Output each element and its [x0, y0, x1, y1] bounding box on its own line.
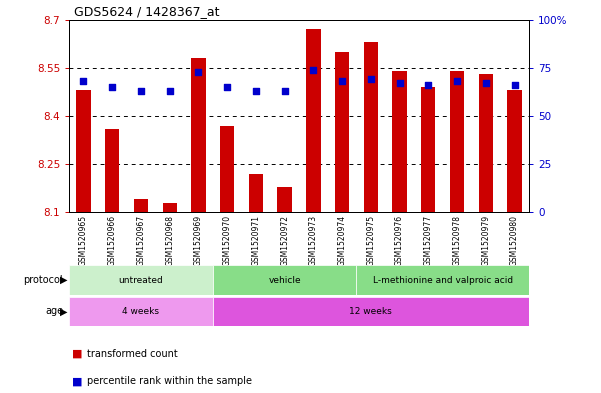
Bar	[69, 297, 213, 326]
Point	[222, 84, 232, 90]
Point	[366, 76, 376, 83]
Text: transformed count: transformed count	[87, 349, 178, 359]
Text: L-methionine and valproic acid: L-methionine and valproic acid	[373, 275, 513, 285]
Point	[79, 78, 88, 84]
Text: 4 weeks: 4 weeks	[123, 307, 159, 316]
Bar	[220, 126, 234, 212]
Bar	[364, 42, 378, 212]
Bar	[278, 187, 292, 212]
Text: GSM1520979: GSM1520979	[481, 215, 490, 266]
Text: untreated: untreated	[118, 275, 163, 285]
Text: age: age	[45, 307, 63, 316]
Text: 12 weeks: 12 weeks	[349, 307, 392, 316]
Text: GSM1520974: GSM1520974	[338, 215, 347, 266]
Text: vehicle: vehicle	[268, 275, 301, 285]
Bar	[213, 297, 529, 326]
Text: GSM1520972: GSM1520972	[280, 215, 289, 266]
Bar	[69, 265, 213, 295]
Text: ▶: ▶	[61, 307, 68, 316]
Bar	[162, 202, 177, 212]
Text: GSM1520968: GSM1520968	[165, 215, 174, 266]
Point	[194, 68, 203, 75]
Bar	[105, 129, 120, 212]
Text: GSM1520978: GSM1520978	[453, 215, 462, 266]
Bar	[249, 174, 263, 212]
Text: GSM1520967: GSM1520967	[136, 215, 145, 266]
Text: GDS5624 / 1428367_at: GDS5624 / 1428367_at	[74, 6, 219, 18]
Text: ■: ■	[72, 349, 82, 359]
Point	[280, 88, 290, 94]
Bar	[450, 71, 464, 212]
Text: GSM1520971: GSM1520971	[251, 215, 260, 266]
Text: ▶: ▶	[61, 275, 68, 285]
Point	[108, 84, 117, 90]
Point	[165, 88, 174, 94]
Bar	[191, 58, 206, 212]
Text: GSM1520965: GSM1520965	[79, 215, 88, 266]
Point	[337, 78, 347, 84]
Text: GSM1520966: GSM1520966	[108, 215, 117, 266]
Bar	[356, 265, 529, 295]
Text: GSM1520975: GSM1520975	[367, 215, 376, 266]
Point	[395, 80, 404, 86]
Text: GSM1520970: GSM1520970	[222, 215, 231, 266]
Text: GSM1520973: GSM1520973	[309, 215, 318, 266]
Text: GSM1520969: GSM1520969	[194, 215, 203, 266]
Text: GSM1520980: GSM1520980	[510, 215, 519, 266]
Bar	[213, 265, 356, 295]
Text: percentile rank within the sample: percentile rank within the sample	[87, 376, 252, 386]
Text: protocol: protocol	[23, 275, 63, 285]
Point	[251, 88, 261, 94]
Point	[136, 88, 146, 94]
Bar	[478, 74, 493, 212]
Text: ■: ■	[72, 376, 82, 386]
Bar	[134, 199, 148, 212]
Point	[308, 66, 318, 73]
Bar	[507, 90, 522, 212]
Point	[481, 80, 490, 86]
Bar	[421, 87, 436, 212]
Text: GSM1520976: GSM1520976	[395, 215, 404, 266]
Bar	[392, 71, 407, 212]
Point	[452, 78, 462, 84]
Bar	[335, 52, 349, 212]
Point	[510, 82, 519, 88]
Bar	[76, 90, 91, 212]
Text: GSM1520977: GSM1520977	[424, 215, 433, 266]
Bar	[306, 29, 320, 212]
Point	[424, 82, 433, 88]
